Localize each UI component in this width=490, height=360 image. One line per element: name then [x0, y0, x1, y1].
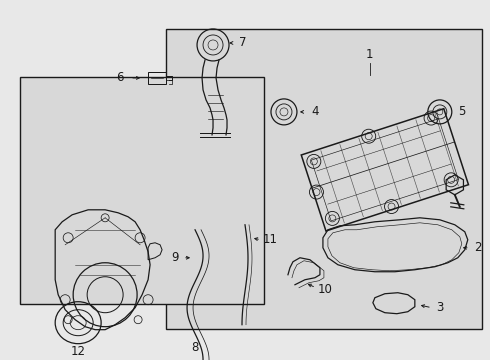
- Text: 5: 5: [458, 105, 466, 118]
- Text: 7: 7: [239, 36, 247, 49]
- Text: 12: 12: [71, 345, 86, 358]
- Text: 2: 2: [474, 241, 482, 254]
- Text: 6: 6: [116, 71, 124, 85]
- Bar: [148, 72, 166, 84]
- Text: 10: 10: [318, 283, 332, 296]
- Text: 8: 8: [192, 341, 199, 354]
- Text: 3: 3: [436, 301, 443, 314]
- Text: 1: 1: [366, 49, 374, 62]
- Text: 4: 4: [311, 105, 318, 118]
- Text: 9: 9: [172, 251, 179, 264]
- Bar: [166, 29, 483, 329]
- Bar: [20, 77, 264, 304]
- Text: 11: 11: [263, 233, 277, 246]
